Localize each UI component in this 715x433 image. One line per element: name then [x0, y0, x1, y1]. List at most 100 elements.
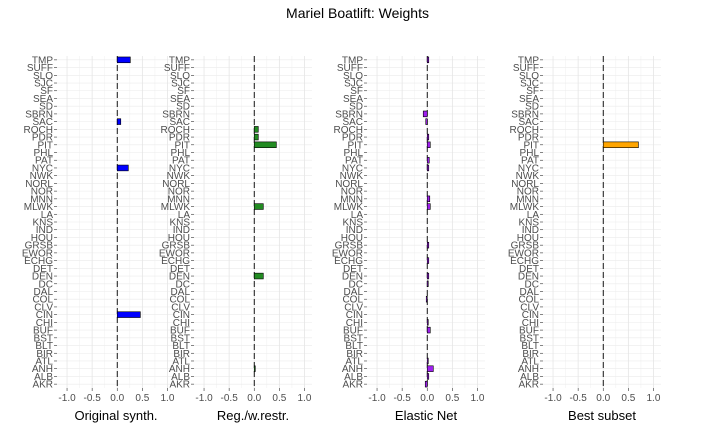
category-label: ATL — [172, 356, 190, 367]
category-label: MLWK — [510, 202, 540, 213]
category-label: MLWK — [24, 202, 54, 213]
bar-grsb — [426, 241, 430, 249]
category-label: NWK — [340, 171, 364, 182]
x-tick-label: 0.5 — [272, 393, 286, 404]
category-label: SD — [176, 102, 190, 113]
bar-tmp — [426, 56, 430, 64]
category-label: BST — [344, 333, 363, 344]
bar-chi — [426, 319, 429, 326]
category-label: MNN — [167, 194, 190, 205]
category-label: SF — [350, 86, 363, 97]
category-label: GRSB — [162, 241, 191, 252]
category-label: BLT — [521, 341, 539, 352]
x-tick-label: 1.0 — [298, 393, 312, 404]
category-label: KNS — [169, 218, 190, 229]
category-label: MNN — [516, 194, 539, 205]
category-label: SLO — [519, 71, 539, 82]
category-label: TMP — [518, 55, 539, 66]
bar-echg — [426, 257, 430, 264]
category-label: SD — [349, 102, 363, 113]
x-tick-label: 0.5 — [621, 393, 635, 404]
category-label: PIT — [37, 140, 53, 151]
category-label: NWK — [167, 171, 191, 182]
category-label: LA — [527, 210, 540, 221]
category-label: COL — [342, 295, 363, 306]
x-tick-label: 0.0 — [110, 393, 124, 404]
bar-pdr — [253, 133, 259, 141]
category-label: ROCH — [510, 125, 539, 136]
x-tick-label: 0.0 — [596, 393, 610, 404]
category-label: SAC — [342, 117, 363, 128]
category-label: ANH — [342, 364, 363, 375]
category-label: ATL — [35, 356, 53, 367]
category-label: DC — [176, 279, 190, 290]
category-label: SBRN — [511, 109, 539, 120]
category-label: KNS — [32, 218, 53, 229]
category-label: DET — [170, 264, 190, 275]
category-label: PDR — [169, 133, 190, 144]
category-label: BIR — [346, 349, 363, 360]
category-label: DC — [525, 279, 539, 290]
category-label: NYC — [169, 163, 190, 174]
x-tick-label: -0.5 — [394, 393, 412, 404]
category-label: ECHG — [161, 256, 190, 267]
category-label: NWK — [516, 171, 540, 182]
category-label: ANH — [32, 364, 53, 375]
category-label: NYC — [342, 163, 363, 174]
category-label: DET — [33, 264, 53, 275]
category-label: ROCH — [24, 125, 53, 136]
bar-nyc — [426, 164, 430, 172]
category-label: ANH — [169, 364, 190, 375]
x-tick-label: -1.0 — [195, 393, 213, 404]
category-label: TMP — [169, 55, 190, 66]
category-label: DEN — [518, 272, 539, 283]
category-label: PIT — [523, 140, 539, 151]
x-tick-label: -1.0 — [368, 393, 386, 404]
panel-3: AKRALBANHATLBIRBLTBSTBUFCHICINCLVCOLDALD… — [332, 55, 485, 423]
category-label: SAC — [518, 117, 539, 128]
x-tick-label: 1.0 — [647, 393, 661, 404]
x-tick-label: 0.5 — [135, 393, 149, 404]
category-label: NOR — [341, 187, 363, 198]
category-label: PAT — [35, 156, 53, 167]
category-label: LA — [351, 210, 364, 221]
category-label: COL — [169, 295, 190, 306]
category-label: CHI — [346, 318, 363, 329]
category-label: PDR — [32, 133, 53, 144]
category-label: AKR — [518, 380, 539, 391]
bar-pit — [602, 141, 639, 148]
category-label: CHI — [522, 318, 539, 329]
bar-den — [426, 272, 430, 280]
category-label: AKR — [342, 380, 363, 391]
bar-dc — [426, 280, 429, 287]
category-label: MNN — [30, 194, 53, 205]
category-label: BLT — [35, 341, 53, 352]
bar-akr — [424, 380, 428, 388]
category-label: ECHG — [24, 256, 53, 267]
category-label: CIN — [36, 310, 53, 321]
category-label: IND — [173, 225, 190, 236]
category-label: GRSB — [25, 241, 54, 252]
category-label: SEA — [33, 94, 53, 105]
bar-cin — [116, 311, 141, 318]
category-label: NOR — [168, 187, 190, 198]
category-label: LA — [178, 210, 191, 221]
category-label: SD — [39, 102, 53, 113]
category-label: ALB — [344, 372, 363, 383]
category-label: TMP — [342, 55, 363, 66]
category-label: SEA — [343, 94, 363, 105]
category-label: SUFF — [513, 63, 539, 74]
category-label: COL — [32, 295, 53, 306]
category-label: EWOR — [332, 248, 363, 259]
category-label: DAL — [520, 287, 540, 298]
category-label: KNS — [342, 218, 363, 229]
bar-mlwk — [253, 203, 264, 210]
category-label: MNN — [340, 194, 363, 205]
category-label: SBRN — [162, 109, 190, 120]
x-tick-label: 0.5 — [445, 393, 459, 404]
category-label: ROCH — [161, 125, 190, 136]
category-label: SUFF — [27, 63, 53, 74]
x-axis-title: Reg./w.restr. — [217, 408, 289, 423]
category-label: ROCH — [334, 125, 363, 136]
